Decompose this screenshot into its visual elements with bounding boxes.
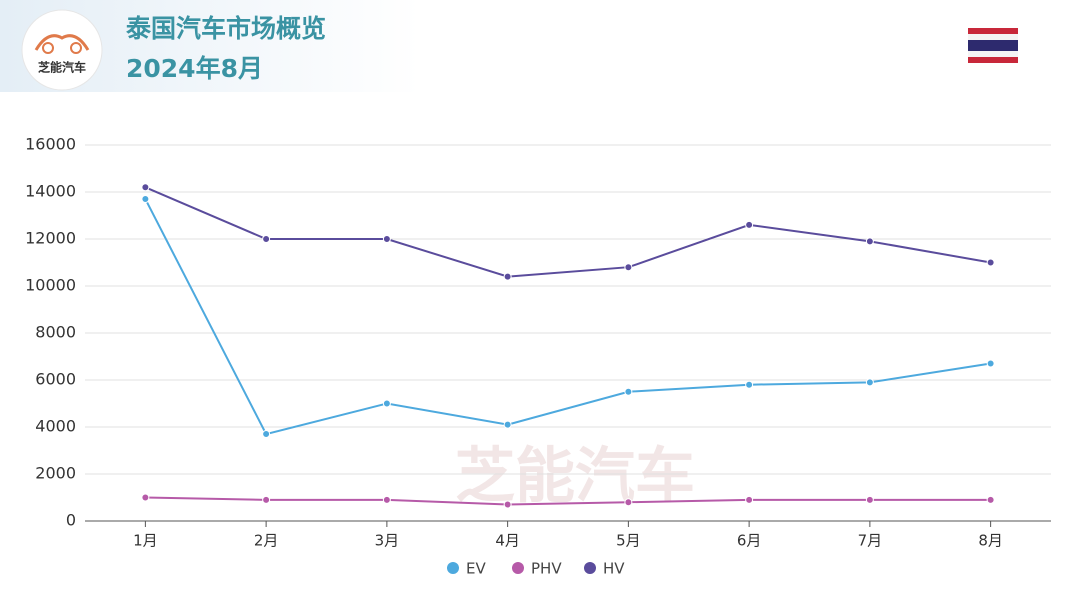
y-tick-label: 12000 [25,229,76,248]
watermark: 芝能汽车 [455,442,695,512]
data-point [262,430,271,439]
flag [968,28,1018,63]
data-point [262,235,271,243]
data-point [503,420,512,429]
data-point [865,378,874,387]
logo-text: 芝能汽车 [38,60,86,75]
data-point [382,235,391,243]
data-point [503,500,512,509]
x-tick-label: 2月 [254,532,279,550]
data-point [141,493,150,502]
legend-marker [447,562,459,574]
data-point [986,258,995,267]
y-tick-label: 0 [66,511,76,530]
data-point [503,272,512,281]
logo-icon [42,42,54,54]
data-point [141,195,150,204]
x-tick-label: 7月 [858,532,883,550]
data-point [986,359,995,368]
y-tick-label: 4000 [35,417,76,436]
y-tick-label: 6000 [35,370,76,389]
logo-icon [34,34,90,51]
series-line [144,198,991,436]
data-point [865,237,874,246]
x-tick-label: 8月 [978,532,1003,550]
series-line [144,186,991,278]
legend-marker [512,562,524,574]
series-line [145,496,991,506]
y-tick-label: 2000 [35,464,76,483]
data-point [745,220,754,229]
logo-icon [70,42,82,54]
y-tick-label: 10000 [25,276,76,295]
data-point [745,495,754,504]
x-tick-label: 1月 [133,532,158,550]
data-point [382,399,391,408]
data-point [745,380,754,389]
data-point [865,495,874,504]
x-tick-label: 6月 [737,532,762,550]
x-tick-label: 3月 [375,532,400,550]
data-point [141,183,150,192]
data-point [624,387,633,396]
y-tick-label: 14000 [25,182,76,201]
legend-label: EV [466,560,486,578]
x-tick-label: 5月 [616,532,641,550]
chart-subtitle: 2024年8月 [126,54,263,83]
legend-label: HV [603,560,625,578]
legend-label: PHV [531,560,562,578]
legend-marker [584,562,596,574]
data-point [382,495,391,504]
y-tick-label: 8000 [35,323,76,342]
data-point [986,495,995,504]
data-point [624,498,633,507]
y-tick-label: 16000 [25,135,76,154]
data-point [262,495,271,504]
data-point [624,263,633,272]
logo-badge [21,9,103,91]
x-tick-label: 4月 [495,532,520,550]
chart-title: 泰国汽车市场概览 [126,14,326,43]
